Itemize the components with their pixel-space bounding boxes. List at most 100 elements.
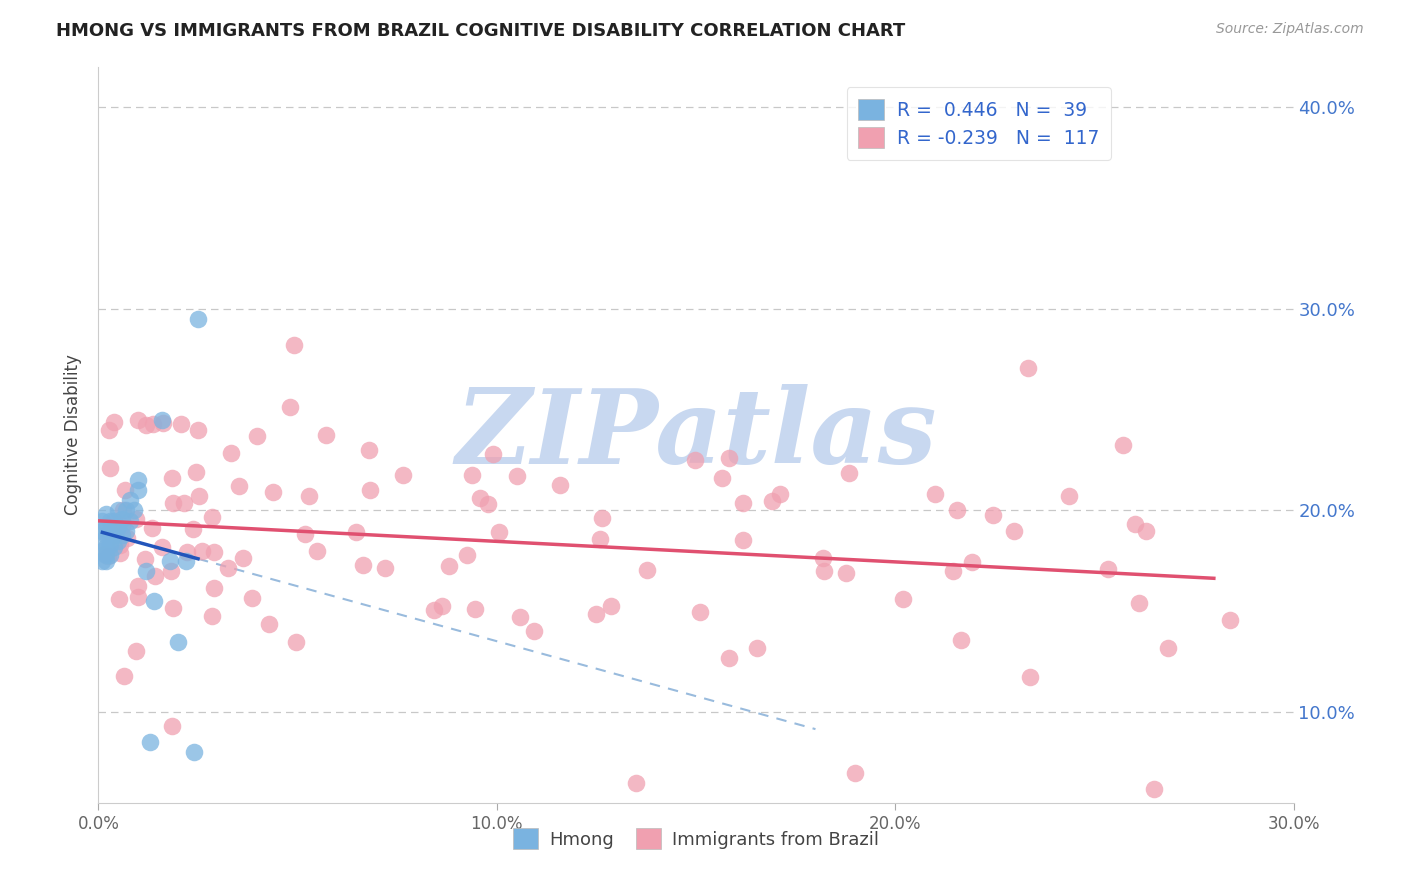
Point	[689, 606, 711, 620]
Point	[143, 594, 166, 608]
Point	[98, 538, 122, 552]
Point	[352, 558, 374, 572]
Point	[187, 312, 209, 326]
Point	[1097, 562, 1119, 576]
Point	[103, 514, 125, 528]
Point	[423, 602, 446, 616]
Point	[391, 467, 413, 482]
Point	[141, 521, 163, 535]
Point	[114, 483, 136, 498]
Point	[107, 533, 129, 548]
Point	[134, 552, 156, 566]
Point	[150, 540, 173, 554]
Point	[107, 592, 129, 607]
Point	[1112, 438, 1135, 452]
Point	[942, 564, 965, 578]
Point	[591, 511, 613, 525]
Point	[374, 561, 396, 575]
Point	[228, 478, 250, 492]
Point	[283, 338, 305, 352]
Point	[191, 544, 214, 558]
Point	[1125, 517, 1147, 532]
Point	[98, 548, 122, 562]
Point	[201, 510, 224, 524]
Point	[98, 423, 121, 437]
Point	[160, 471, 183, 485]
Point	[124, 503, 146, 517]
Point	[187, 423, 209, 437]
Legend: Hmong, Immigrants from Brazil: Hmong, Immigrants from Brazil	[506, 821, 886, 856]
Point	[950, 633, 973, 648]
Point	[159, 554, 181, 568]
Point	[219, 446, 242, 460]
Point	[468, 491, 491, 505]
Point	[115, 531, 138, 545]
Point	[600, 599, 623, 614]
Point	[285, 634, 308, 648]
Point	[142, 417, 165, 431]
Point	[135, 417, 157, 432]
Point	[1143, 781, 1166, 796]
Point	[107, 519, 129, 533]
Point	[103, 540, 125, 554]
Point	[127, 590, 149, 604]
Point	[509, 610, 531, 624]
Point	[107, 503, 129, 517]
Point	[636, 563, 658, 577]
Point	[430, 599, 453, 614]
Point	[110, 546, 132, 560]
Point	[460, 467, 482, 482]
Point	[91, 543, 114, 558]
Point	[98, 514, 122, 528]
Point	[1017, 361, 1039, 376]
Point	[96, 548, 118, 562]
Point	[1219, 613, 1241, 627]
Text: Source: ZipAtlas.com: Source: ZipAtlas.com	[1216, 22, 1364, 37]
Point	[96, 554, 118, 568]
Point	[160, 564, 183, 578]
Point	[838, 466, 860, 480]
Point	[482, 447, 505, 461]
Point	[202, 581, 225, 595]
Point	[96, 519, 118, 533]
Point	[162, 496, 184, 510]
Point	[112, 502, 135, 516]
Point	[112, 669, 135, 683]
Point	[91, 524, 114, 538]
Point	[217, 560, 239, 574]
Point	[1157, 640, 1180, 655]
Point	[174, 554, 197, 568]
Point	[359, 442, 381, 457]
Point	[139, 735, 162, 749]
Point	[1135, 524, 1157, 538]
Point	[946, 503, 969, 517]
Point	[891, 592, 914, 607]
Point	[278, 400, 301, 414]
Point	[127, 413, 149, 427]
Point	[91, 554, 114, 568]
Point	[315, 427, 337, 442]
Point	[111, 527, 134, 541]
Point	[103, 415, 125, 429]
Point	[125, 511, 148, 525]
Point	[120, 514, 142, 528]
Point	[768, 487, 790, 501]
Point	[240, 591, 263, 605]
Point	[125, 644, 148, 658]
Point	[150, 413, 173, 427]
Point	[711, 471, 734, 485]
Point	[685, 453, 707, 467]
Point	[262, 484, 284, 499]
Point	[160, 718, 183, 732]
Y-axis label: Cognitive Disability: Cognitive Disability	[65, 354, 83, 516]
Point	[506, 468, 529, 483]
Point	[187, 489, 209, 503]
Point	[176, 545, 198, 559]
Point	[523, 624, 546, 638]
Point	[731, 533, 754, 548]
Point	[103, 527, 125, 541]
Point	[731, 495, 754, 509]
Point	[437, 559, 460, 574]
Point	[307, 544, 329, 558]
Point	[162, 601, 184, 615]
